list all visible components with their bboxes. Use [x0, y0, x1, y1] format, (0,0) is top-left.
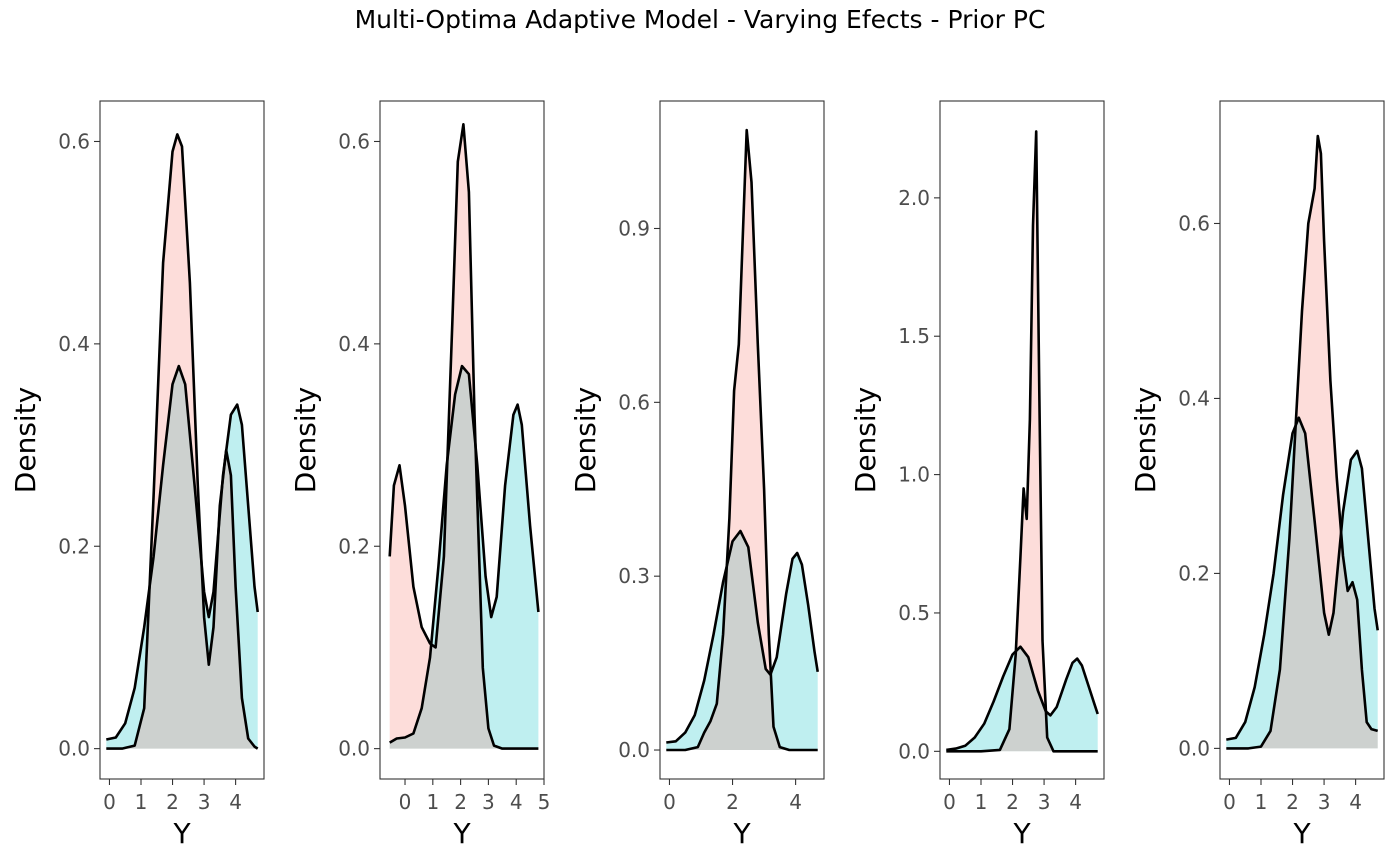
y-tick-label: 0.6	[1178, 211, 1210, 235]
x-axis-title: Y	[1012, 817, 1031, 850]
panel-border	[379, 100, 545, 780]
y-tick-label: 0.0	[338, 737, 370, 761]
y-tick-label: 0.6	[58, 129, 90, 153]
observed-density-line	[389, 364, 540, 744]
prior-density-line	[106, 133, 259, 750]
prior-density-area	[666, 130, 818, 750]
observed-density-area	[1226, 417, 1378, 749]
y-tick-label: 0.6	[338, 129, 370, 153]
prior-density-area	[1226, 136, 1378, 749]
y-tick-label: 0.2	[1178, 561, 1210, 585]
panel-border	[1219, 100, 1385, 780]
x-tick-label: 3	[1038, 790, 1051, 814]
x-tick-label: 4	[789, 790, 802, 814]
observed-density-line	[106, 364, 259, 741]
prior-density-area	[106, 134, 258, 749]
prior-density-area	[946, 131, 1098, 752]
x-tick-label: 0	[1223, 790, 1236, 814]
y-tick-label: 0.9	[618, 216, 650, 240]
observed-density-line	[1226, 416, 1379, 741]
y-tick-label: 0.4	[1178, 386, 1210, 410]
x-tick-label: 5	[538, 790, 551, 814]
x-axis-title: Y	[1292, 817, 1311, 850]
panel-4: 0.0 0.5 1.0 1.5 2.0 0 1 2 3 4 Y Density	[849, 100, 1105, 850]
y-tick-label: 0.0	[898, 739, 930, 763]
x-axis-title: Y	[172, 817, 191, 850]
prior-density-line	[946, 130, 1098, 753]
x-tick-label: 2	[1286, 790, 1299, 814]
prior-density-line	[666, 128, 818, 752]
panel-3: 0.0 0.3 0.6 0.9 0 2 4 Y Density	[569, 100, 825, 850]
x-tick-label: 0	[663, 790, 676, 814]
y-tick-label: 0.5	[898, 601, 930, 625]
figure-title: Multi-Optima Adaptive Model - Varying Ef…	[355, 5, 1046, 34]
x-tick-label: 2	[166, 790, 179, 814]
x-tick-label: 0	[943, 790, 956, 814]
panel-5: 0.0 0.2 0.4 0.6 0 1 2 3 4 Y Density	[1129, 100, 1385, 850]
x-tick-label: 3	[482, 790, 495, 814]
observed-density-line	[946, 645, 1099, 752]
panel-border	[939, 100, 1105, 780]
x-tick-label: 2	[1006, 790, 1019, 814]
panel-border	[659, 100, 825, 780]
panel-1: 0.0 0.2 0.4 0.6 0 1 2 3 4 Y Density	[9, 100, 265, 850]
observed-density-line	[666, 529, 819, 744]
x-tick-label: 3	[1318, 790, 1331, 814]
prior-density-line	[1226, 134, 1379, 750]
x-tick-label: 0	[399, 790, 412, 814]
x-tick-label: 1	[1255, 790, 1268, 814]
observed-density-area	[106, 366, 258, 749]
y-tick-label: 0.0	[58, 737, 90, 761]
y-tick-label: 0.4	[58, 332, 90, 356]
x-tick-label: 4	[229, 790, 242, 814]
y-tick-label: 0.2	[338, 534, 370, 558]
panel-2: 0.0 0.2 0.4 0.6 0 1 2 3 4 5 Y Density	[289, 100, 551, 850]
y-axis-title: Density	[849, 387, 882, 493]
prior-density-line	[388, 123, 539, 750]
y-tick-label: 0.0	[618, 738, 650, 762]
observed-density-area	[389, 366, 539, 749]
y-axis-title: Density	[9, 387, 42, 493]
y-axis-title: Density	[289, 387, 322, 493]
prior-density-area	[389, 124, 539, 749]
x-axis-title: Y	[732, 817, 751, 850]
x-tick-label: 4	[1349, 790, 1362, 814]
x-tick-label: 0	[103, 790, 116, 814]
y-axis-title: Density	[1129, 387, 1162, 493]
x-axis-title: Y	[452, 817, 471, 850]
y-axis-title: Density	[569, 387, 602, 493]
panel-border	[99, 100, 265, 780]
x-tick-label: 3	[198, 790, 211, 814]
x-tick-label: 1	[975, 790, 988, 814]
y-tick-label: 0.3	[618, 564, 650, 588]
x-tick-label: 1	[135, 790, 148, 814]
y-tick-label: 0.6	[618, 390, 650, 414]
x-tick-label: 2	[726, 790, 739, 814]
y-tick-label: 0.0	[1178, 736, 1210, 760]
x-tick-label: 2	[454, 790, 467, 814]
y-tick-label: 1.5	[898, 324, 930, 348]
x-tick-label: 4	[510, 790, 523, 814]
y-tick-label: 0.2	[58, 534, 90, 558]
observed-density-area	[666, 531, 818, 750]
y-tick-label: 1.0	[898, 463, 930, 487]
x-tick-label: 4	[1069, 790, 1082, 814]
y-tick-label: 2.0	[898, 186, 930, 210]
x-tick-label: 1	[426, 790, 439, 814]
y-tick-label: 0.4	[338, 332, 370, 356]
